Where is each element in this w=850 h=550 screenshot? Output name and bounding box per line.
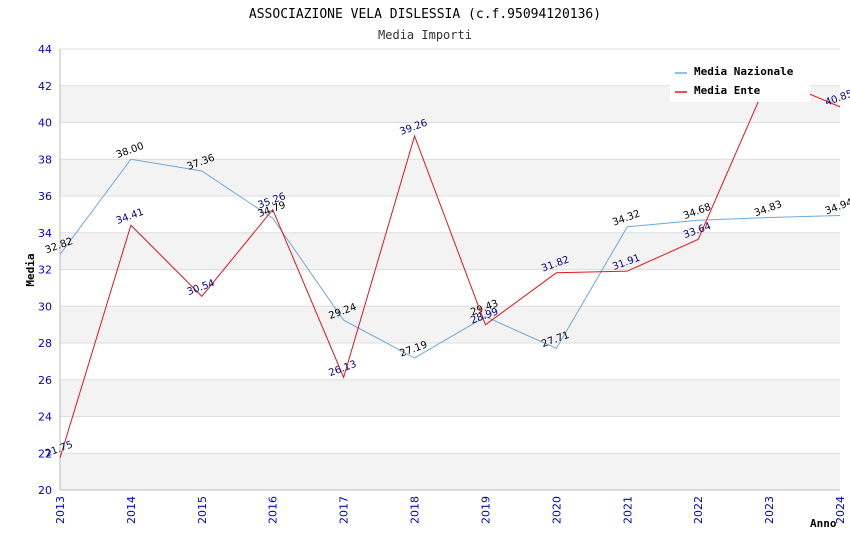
x-axis-title: Anno: [810, 517, 837, 530]
legend: Media Nazionale Media Ente: [670, 60, 810, 102]
y-tick-label: 20: [38, 484, 52, 497]
x-tick-label: 2024: [834, 496, 847, 524]
x-tick-label: 2020: [550, 496, 563, 524]
data-label: 34.68: [682, 202, 713, 222]
grid-band: [60, 159, 840, 196]
x-tick-label: 2013: [54, 496, 67, 524]
y-tick-label: 40: [38, 117, 52, 130]
y-tick-label: 28: [38, 337, 52, 350]
x-tick-label: 2022: [692, 496, 705, 524]
x-tick-label: 2019: [479, 496, 492, 524]
grid-band: [60, 232, 840, 270]
y-tick-label: 34: [38, 227, 52, 240]
x-tick-label: 2014: [125, 496, 138, 524]
grid-band: [60, 453, 840, 490]
x-tick-label: 2016: [267, 496, 280, 524]
x-tick-label: 2018: [409, 496, 422, 524]
y-tick-label: 44: [38, 43, 52, 56]
data-label: 34.83: [753, 199, 784, 219]
y-tick-labels: 20 22 24 26 28 30 32 34 36 38 40 42 44: [38, 43, 52, 497]
series-line-nazionale: [59, 158, 841, 359]
series-line-ente: [59, 76, 841, 458]
y-tick-label: 30: [38, 300, 52, 313]
grid-bands: [60, 85, 840, 490]
grid-band: [60, 379, 840, 417]
y-tick-label: 26: [38, 374, 52, 387]
chart-title: ASSOCIAZIONE VELA DISLESSIA (c.f.9509412…: [249, 7, 601, 22]
data-label: 34.94: [824, 197, 850, 217]
legend-label-ente: Media Ente: [694, 84, 761, 97]
chart-subtitle: Media Importi: [378, 28, 472, 42]
y-tick-label: 22: [38, 447, 52, 460]
y-tick-label: 38: [38, 153, 52, 166]
y-tick-label: 24: [38, 411, 52, 424]
legend-box: [670, 60, 810, 102]
y-axis-title: Media: [24, 253, 37, 286]
grid-lines: [60, 48, 840, 491]
x-tick-label: 2017: [338, 496, 351, 524]
data-label: 38.00: [115, 141, 146, 161]
y-tick-label: 36: [38, 190, 52, 203]
data-label: 34.41: [115, 207, 146, 227]
legend-label-nazionale: Media Nazionale: [694, 65, 794, 78]
y-tick-label: 42: [38, 80, 52, 93]
y-tick-label: 32: [38, 264, 52, 277]
x-tick-label: 2015: [196, 496, 209, 524]
x-tick-label: 2023: [763, 496, 776, 524]
x-tick-labels: 2013 2014 2015 2016 2017 2018 2019 2020 2021 2022…: [54, 496, 847, 524]
x-tick-label: 2021: [621, 496, 634, 524]
